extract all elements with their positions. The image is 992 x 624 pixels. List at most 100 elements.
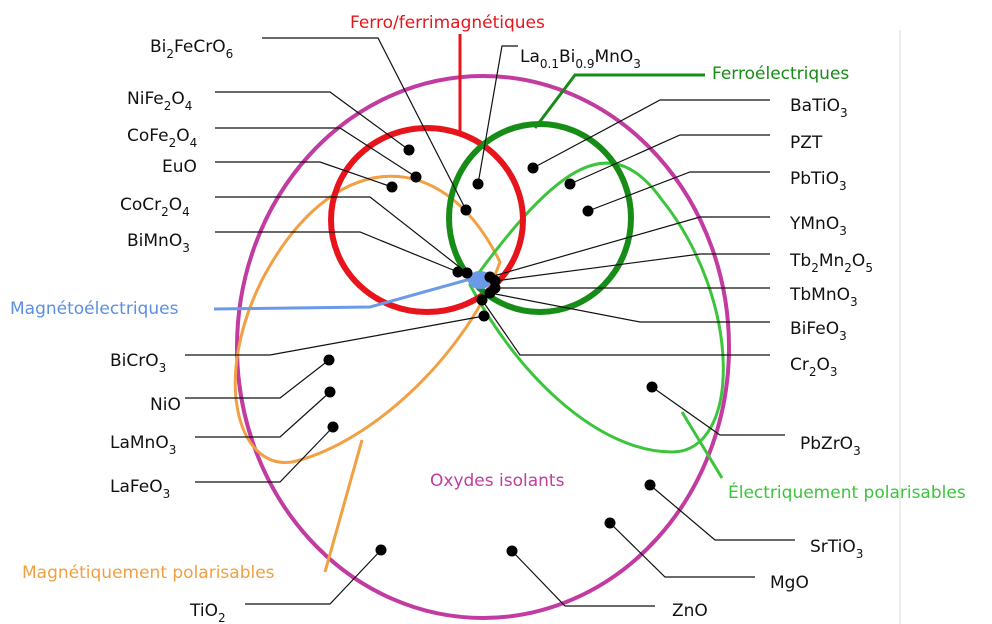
compound-label: BiFeO3	[790, 319, 847, 343]
subscript: 3	[633, 57, 641, 71]
compound-dot	[327, 421, 339, 433]
compound-label: LaMnO3	[110, 433, 176, 457]
compound-label: BiCrO3	[110, 351, 166, 375]
compound-dot	[564, 178, 576, 190]
subscript: 0.9	[575, 57, 594, 71]
leader-line	[649, 484, 795, 541]
formula-text: FeCrO	[174, 37, 226, 57]
compound-dot	[604, 517, 616, 529]
formula-text: Cr	[790, 355, 809, 375]
class-label: Ferro/ferrimagnétiques	[350, 13, 545, 33]
compound-label: EuO	[162, 157, 197, 177]
formula-text: La	[520, 47, 540, 67]
subscript: 3	[182, 241, 190, 255]
leader-line	[215, 161, 393, 188]
magnetoelectric-pointer	[213, 276, 475, 311]
formula-text: Bi	[559, 47, 575, 67]
compound-label: YMnO3	[789, 214, 847, 238]
leader-line	[262, 37, 467, 211]
leader-line	[215, 91, 410, 151]
formula-text: BiFeO	[790, 319, 839, 339]
compound-label: NiFe2O4	[127, 89, 192, 113]
formula-text: NiFe	[127, 89, 164, 109]
subscript: 5	[865, 261, 873, 275]
leader-line	[477, 45, 518, 185]
subscript: 3	[839, 179, 847, 193]
formula-text: LaMnO	[110, 433, 169, 453]
compound-dot	[375, 544, 387, 556]
formula-text: TiO	[189, 601, 218, 621]
compound-label: BiMnO3	[127, 231, 190, 255]
subscript: 6	[226, 47, 234, 61]
subscript: 3	[850, 295, 858, 309]
formula-text: CoCr	[120, 195, 161, 215]
formula-text: SrTiO	[810, 537, 856, 557]
subscript: 2	[169, 136, 177, 150]
formula-text: BiCrO	[110, 351, 159, 371]
compound-label: Tb2Mn2O5	[789, 251, 873, 275]
formula-text: BaTiO	[790, 96, 840, 116]
subscript: 2	[811, 261, 819, 275]
leader-line	[489, 216, 770, 278]
compound-label: TiO2	[189, 601, 226, 624]
compound-label: NiO	[150, 395, 181, 415]
formula-text: Tb	[789, 251, 811, 271]
subscript: 4	[182, 205, 190, 219]
formula-text: MgO	[770, 573, 809, 593]
subscript: 2	[844, 261, 852, 275]
ferroelectric-pointer	[533, 73, 705, 129]
class-label: Oxydes isolants	[430, 471, 565, 491]
formula-text: EuO	[162, 157, 197, 177]
subscript: 2	[161, 205, 169, 219]
leader-line	[489, 292, 770, 323]
ferromagnetic-circle	[328, 125, 526, 315]
formula-text: YMnO	[789, 214, 839, 234]
subscript: 3	[839, 224, 847, 238]
formula-text: O	[169, 195, 182, 215]
subscript: 3	[840, 106, 848, 120]
compound-label: PbTiO3	[790, 169, 847, 193]
compound-dot	[506, 545, 518, 557]
class-label: Ferroélectriques	[712, 64, 849, 84]
compound-dot	[403, 144, 415, 156]
class-label: Électriquement polarisables	[728, 481, 966, 503]
formula-text: PbZrO	[800, 434, 853, 454]
subscript: 3	[853, 444, 861, 458]
compound-dot	[472, 178, 484, 190]
subscript: 3	[169, 443, 177, 457]
compound-label: CoCr2O4	[120, 195, 190, 219]
magnetic-polarizable-loop	[233, 174, 502, 464]
formula-text: BiMnO	[127, 231, 182, 251]
formula-text: CoFe	[127, 126, 169, 146]
leader-line	[185, 359, 330, 399]
leader-line	[651, 386, 785, 436]
leader-line	[215, 196, 468, 274]
ferroelectric-circle	[446, 121, 634, 315]
leader-line	[481, 299, 770, 356]
dots	[323, 144, 658, 557]
compound-label: BaTiO3	[790, 96, 848, 120]
formula-text: O	[171, 89, 184, 109]
compound-dot	[410, 171, 422, 183]
compound-label: PbZrO3	[800, 434, 861, 458]
subscript: 2	[809, 365, 817, 379]
formula-text: TbMnO	[789, 285, 850, 305]
formula-text: Bi	[150, 37, 166, 57]
leader-line	[532, 99, 770, 169]
formula-text: O	[817, 355, 830, 375]
subscript: 2	[166, 47, 174, 61]
compound-dot	[386, 181, 398, 193]
insulating-ellipse	[235, 74, 731, 620]
compound-label: LaFeO3	[110, 477, 170, 501]
magnetic-polarizable-pointer	[323, 439, 364, 573]
class-label: Magnétoélectriques	[10, 299, 179, 319]
formula-text: ZnO	[672, 601, 708, 621]
formula-text: MnO	[594, 47, 633, 67]
compound-dot	[452, 266, 464, 278]
leader-line	[195, 391, 331, 438]
compound-label: La0.1Bi0.9MnO3	[520, 47, 641, 71]
compound-dot	[644, 479, 656, 491]
compound-dot	[324, 386, 336, 398]
subscript: 3	[159, 361, 167, 375]
compound-dot	[646, 381, 658, 393]
